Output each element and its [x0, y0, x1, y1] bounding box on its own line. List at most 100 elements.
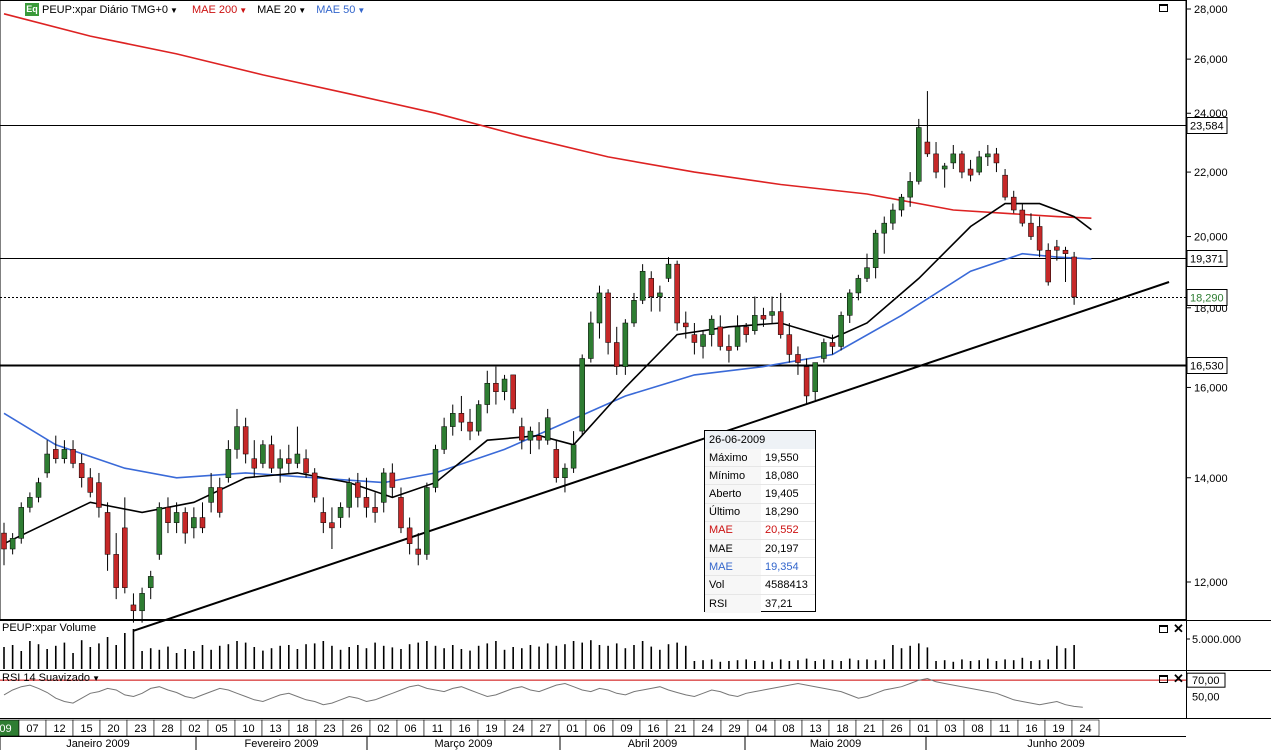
info-key: MAE — [705, 558, 761, 576]
candle-body — [122, 527, 128, 588]
time-axis-day: 24 — [1079, 723, 1091, 735]
candle-body — [286, 458, 292, 464]
candle-body — [234, 426, 240, 450]
candle-body — [493, 382, 499, 392]
candle-body — [812, 362, 818, 392]
maximize-icon[interactable] — [1159, 675, 1168, 683]
candle-body — [855, 278, 862, 294]
maximize-icon[interactable] — [1159, 625, 1168, 633]
info-key: MAE — [705, 521, 761, 539]
candle-body — [372, 507, 378, 513]
symbol-label[interactable]: PEUP:xpar Diário TMG+0 ▼ — [42, 4, 178, 16]
time-axis-day: 16 — [647, 723, 659, 735]
candle-body — [139, 593, 145, 612]
candle-body — [87, 477, 94, 493]
axis-tick-label: 16,000 — [1194, 382, 1228, 394]
candle-body — [355, 482, 361, 498]
price-marker-box — [1186, 357, 1228, 374]
close-icon[interactable]: ✕ — [1173, 621, 1184, 636]
time-axis-month: Janeiro 2009 — [66, 738, 130, 750]
candle-body — [147, 576, 154, 588]
candle-body — [657, 292, 663, 297]
candle-body — [406, 527, 413, 544]
info-row: Último 18,290 — [705, 503, 815, 522]
candle-body — [881, 222, 888, 234]
info-row: Vol 4588413 — [705, 576, 815, 595]
volume-panel-label: PEUP:xpar Volume — [2, 622, 97, 634]
candle-body — [734, 326, 741, 347]
time-axis-day: 19 — [485, 723, 497, 735]
info-value: 19,354 — [765, 560, 799, 573]
time-axis-day: 13 — [809, 723, 821, 735]
candle-body — [329, 522, 335, 529]
candle-body — [1, 532, 7, 550]
time-axis-day: 26 — [890, 723, 902, 735]
candle-body — [320, 512, 327, 523]
mae200-line — [3, 13, 1092, 219]
indicator-mae50[interactable]: MAE 50 ▼ — [316, 4, 366, 16]
info-key: Mínimo — [705, 467, 761, 485]
indicator-mae20[interactable]: MAE 20 ▼ — [257, 4, 307, 16]
time-axis-day: 06 — [593, 723, 605, 735]
info-value: 18,080 — [765, 469, 799, 482]
candle-body — [691, 334, 698, 343]
candle-body — [588, 322, 594, 359]
candle-body — [613, 342, 620, 367]
candle-body — [821, 342, 827, 359]
time-axis[interactable]: 09 07 12 15 20 23 28 02 05 10 13 18 23 26 02 06 11 16 19 24… — [0, 719, 1271, 750]
time-axis-day: 28 — [161, 723, 173, 735]
candle-body — [562, 467, 568, 479]
candle-body — [53, 449, 59, 459]
candle-body — [795, 354, 801, 363]
candle-body — [752, 315, 758, 331]
rsi-axis-label: 70,00 — [1192, 675, 1220, 687]
time-axis-day: 10 — [242, 723, 254, 735]
dropdown-arrow-icon[interactable]: ▼ — [170, 6, 178, 15]
volume-panel: 5.000.000 — [0, 620, 1271, 669]
indicator-mae200[interactable]: MAE 200 ▼ — [191, 4, 248, 16]
info-row: RSI 37,21 — [705, 594, 815, 613]
candle-body — [648, 278, 654, 297]
candle-body — [631, 300, 637, 324]
chart-header: PEUP:xpar Diário TMG+0 ▼ MAE 200 ▼ MAE 20 ▼… — [0, 0, 365, 20]
price-axis: 28,00026,00024,00022,00020,00018,00016,0… — [1186, 0, 1228, 720]
dropdown-arrow-icon[interactable]: ▼ — [92, 674, 100, 683]
candle-body — [803, 366, 810, 397]
candle-body — [61, 449, 68, 459]
candle-body — [9, 538, 16, 550]
candle-body — [1028, 222, 1034, 237]
candle-body — [363, 497, 370, 508]
candle-body — [872, 232, 879, 268]
info-row: MAE 19,354 — [705, 558, 815, 577]
rsi-panel-label[interactable]: RSI 14 Suavizado ▼ — [2, 672, 100, 684]
dropdown-arrow-icon[interactable]: ▼ — [239, 6, 248, 15]
candle-body — [674, 263, 680, 324]
dropdown-arrow-icon[interactable]: ▼ — [298, 6, 307, 15]
candle-body — [838, 315, 844, 347]
price-marker-label: 23,584 — [1190, 121, 1224, 133]
info-key: Máximo — [705, 449, 761, 467]
volume-axis-label: 5.000.000 — [1192, 634, 1241, 646]
candle-body — [976, 156, 982, 173]
info-value: 20,552 — [765, 524, 799, 537]
candle-body — [346, 482, 352, 508]
close-icon[interactable]: ✕ — [1173, 671, 1184, 686]
candle-body — [510, 374, 516, 410]
candle-body — [156, 507, 163, 555]
candle-body — [708, 318, 715, 335]
candle-body — [743, 326, 749, 335]
time-axis-day: 01 — [566, 723, 578, 735]
time-axis-day: 06 — [404, 723, 416, 735]
candle-body — [173, 512, 180, 523]
time-axis-day: 23 — [323, 723, 335, 735]
price-frame — [0, 0, 1187, 620]
candle-body — [760, 315, 767, 320]
time-axis-day: 15 — [80, 723, 92, 735]
time-axis-day: 18 — [836, 723, 848, 735]
dropdown-arrow-icon[interactable]: ▼ — [357, 6, 366, 15]
candle-body — [907, 181, 913, 198]
candle-body — [950, 153, 957, 164]
eq-logo-icon[interactable]: Eq — [25, 3, 39, 16]
info-key: Vol — [705, 576, 761, 594]
maximize-icon[interactable] — [1159, 4, 1168, 12]
